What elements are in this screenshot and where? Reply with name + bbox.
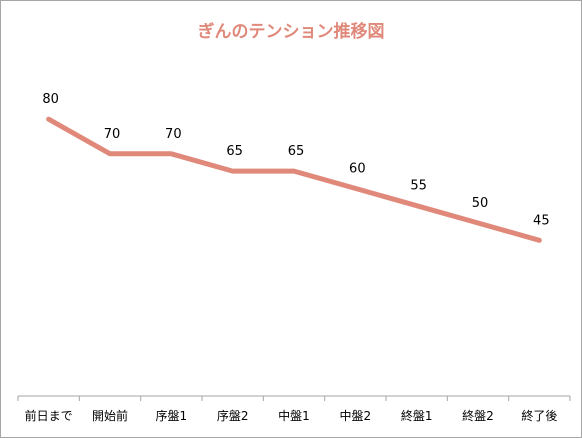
data-label: 70 <box>165 127 182 142</box>
series-line <box>46 116 542 243</box>
data-label: 60 <box>349 161 366 176</box>
data-label: 45 <box>533 213 550 228</box>
x-tick-label: 前日まで <box>25 408 73 423</box>
chart-title: ぎんのテンション推移図 <box>197 22 385 42</box>
x-tick-label: 中盤1 <box>278 408 310 423</box>
x-tick-label: 中盤2 <box>340 408 372 423</box>
data-label: 55 <box>410 179 427 194</box>
data-label: 70 <box>104 127 121 142</box>
x-tick-label: 序盤2 <box>217 408 249 423</box>
x-tick-label: 終盤2 <box>462 408 494 423</box>
data-label: 65 <box>288 144 305 159</box>
x-tick-label: 終了後 <box>521 408 557 423</box>
x-tick-label: 序盤1 <box>156 408 188 423</box>
data-label: 50 <box>472 196 489 211</box>
x-tick-label: 終盤1 <box>401 408 433 423</box>
x-tick-label: 開始前 <box>92 408 128 423</box>
data-label: 65 <box>226 144 243 159</box>
data-label: 80 <box>42 92 59 107</box>
